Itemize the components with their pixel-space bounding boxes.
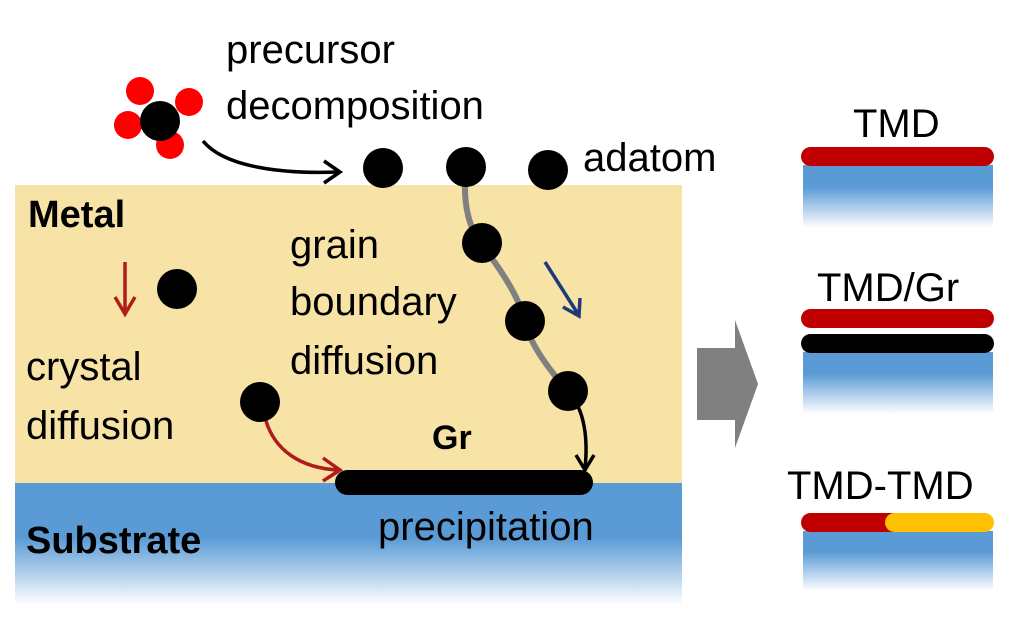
grain-boundary-line — [462, 169, 571, 394]
diffusing-atom — [240, 382, 280, 422]
precursor-arrowhead — [323, 159, 344, 185]
precursor-label-line2: decomposition — [226, 84, 484, 128]
grain-label-line2: boundary — [290, 280, 457, 324]
tmd-layer — [801, 147, 994, 166]
crystal-down-arrowhead — [113, 296, 137, 318]
crystal-atom — [157, 269, 197, 309]
grain-label-line1: grain — [290, 223, 379, 267]
grain-diffusion-arrowhead — [574, 454, 596, 474]
precipitation-label: precipitation — [378, 505, 594, 549]
tmd-tmd-label: TMD-TMD — [787, 464, 974, 508]
precursor-arrow — [201, 139, 339, 175]
adatom-2 — [446, 147, 486, 187]
substrate-layer — [15, 483, 682, 605]
boundary-atom-3 — [548, 371, 588, 411]
graphene-bar — [335, 470, 593, 495]
blue-diffusion-arrow — [543, 261, 580, 315]
tmd-gr-substrate — [803, 352, 993, 414]
tmd-tmd-substrate — [803, 531, 993, 591]
crystal-diffusion-arrowhead — [321, 456, 344, 483]
crystal-label-line1: crystal — [26, 345, 142, 389]
grain-label-line3: diffusion — [290, 339, 439, 383]
tmd-gr-label: TMD/Gr — [817, 266, 960, 310]
crystal-label-line2: diffusion — [26, 404, 175, 448]
precursor-label-line1: precursor — [226, 28, 395, 72]
tmd-substrate — [803, 165, 993, 228]
tmd-tmd-yellow-layer — [885, 513, 994, 532]
tmd-gr-graphene-layer — [801, 334, 994, 353]
metal-layer — [15, 185, 682, 483]
blue-arrowhead — [562, 297, 582, 319]
substrate-label: Substrate — [26, 520, 202, 562]
process-arrow-icon — [697, 320, 758, 448]
metal-label: Metal — [28, 194, 126, 236]
adatom-1 — [363, 148, 403, 188]
adatom-3 — [528, 150, 568, 190]
tmd-gr-tmd-layer — [801, 309, 994, 328]
crystal-diffusion-arrow — [264, 420, 339, 472]
precursor-molecule-icon — [114, 77, 203, 159]
boundary-atom-1 — [462, 223, 502, 263]
boundary-atom-2 — [505, 301, 545, 341]
gr-label: Gr — [432, 419, 472, 457]
adatom-label: adatom — [583, 136, 717, 180]
tmd-label: TMD — [853, 102, 940, 146]
